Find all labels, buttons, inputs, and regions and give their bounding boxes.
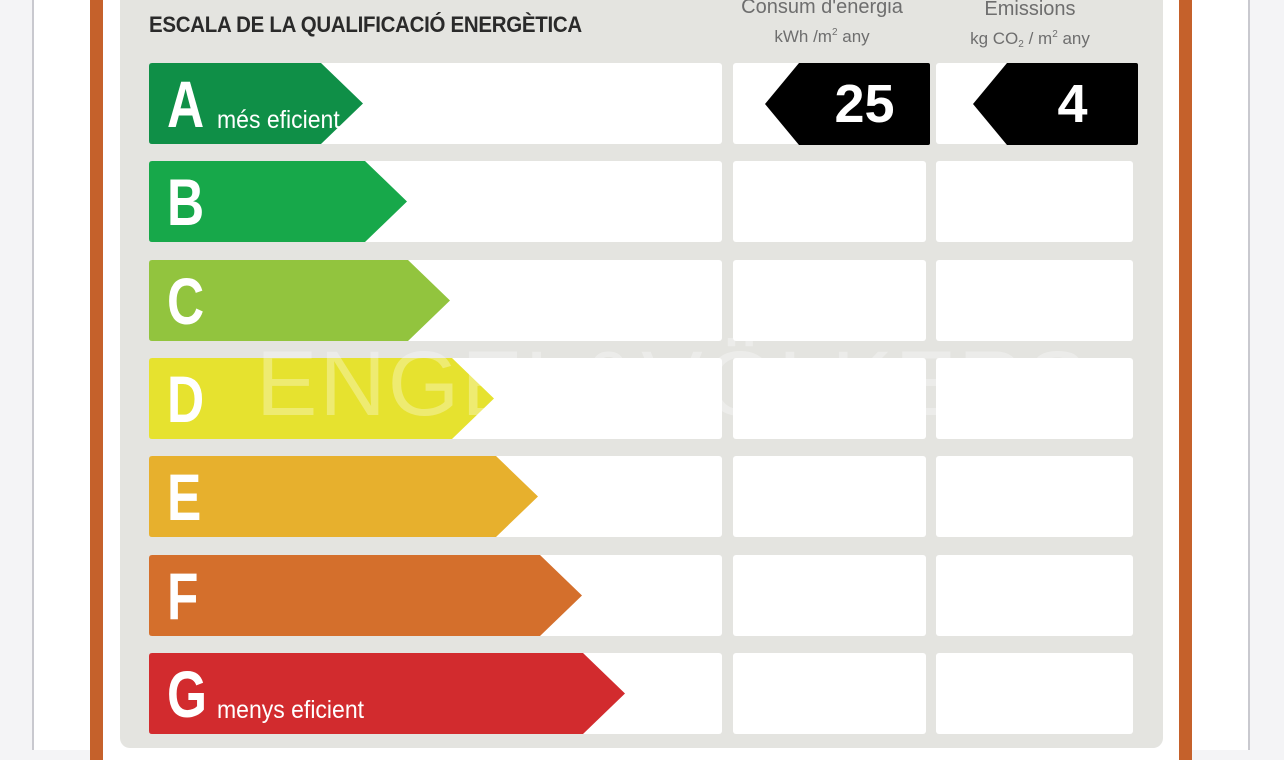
emissions-cell — [936, 358, 1133, 439]
class-arrow-fill — [149, 456, 538, 537]
emissions-cell — [936, 260, 1133, 341]
class-letter: C — [167, 264, 205, 338]
consum-heading: Consum d'energia — [741, 0, 903, 18]
consum-indicator-shape — [765, 63, 930, 145]
consum-unit: kWh /m2 any — [722, 22, 922, 48]
class-arrow-c: C — [149, 260, 450, 341]
class-letter: G — [167, 657, 208, 731]
class-arrow-shape — [149, 456, 538, 537]
class-arrow-fill — [149, 358, 494, 439]
class-arrow-fill — [149, 555, 582, 636]
emissions-unit-subscript: 2 — [1018, 39, 1024, 50]
class-letter: D — [167, 362, 205, 436]
consum-indicator: 25 — [765, 63, 930, 145]
class-arrow-fill — [149, 653, 625, 734]
emissions-heading: Emissions — [984, 0, 1076, 20]
consum-indicator-value: 25 — [834, 74, 895, 134]
class-arrow-shape — [149, 260, 450, 341]
label-title: ESCALA DE LA QUALIFICACIÓ ENERGÈTICA — [149, 12, 582, 37]
consum-unit-period: any — [837, 27, 870, 46]
consum-cell — [733, 653, 926, 734]
consum-unit-base: kWh /m — [774, 27, 832, 46]
class-arrow-shape — [149, 161, 407, 242]
page-edge-right — [1248, 0, 1250, 750]
class-arrow-f: F — [149, 555, 582, 636]
class-caption: menys eficient — [217, 696, 365, 724]
class-caption: més eficient — [217, 106, 340, 134]
emissions-unit: kg CO2 / m2 any — [930, 24, 1130, 56]
consum-column-header: Consum d'energia kWh /m2 any — [722, 0, 922, 48]
consum-unit-exponent: 2 — [831, 27, 838, 38]
class-letter: B — [167, 165, 205, 239]
consum-cell — [733, 260, 926, 341]
page-edge-left — [32, 0, 34, 750]
class-arrow-fill — [149, 161, 407, 242]
emissions-indicator-value: 4 — [1057, 74, 1088, 134]
class-arrow-e: E — [149, 456, 538, 537]
consum-cell — [733, 358, 926, 439]
class-letter: A — [167, 67, 205, 141]
emissions-unit-exponent: 2 — [1052, 29, 1058, 40]
class-arrow-shape — [149, 358, 494, 439]
emissions-unit-period: any — [1057, 29, 1090, 48]
emissions-cell — [936, 161, 1133, 242]
emissions-indicator: 4 — [973, 63, 1138, 145]
class-arrow-fill — [149, 63, 363, 144]
emissions-cell — [936, 456, 1133, 537]
class-arrow-b: B — [149, 161, 407, 242]
class-arrow-shape — [149, 653, 625, 734]
class-letter: E — [167, 460, 202, 534]
class-arrow-fill — [149, 260, 450, 341]
class-arrow-shape — [149, 63, 363, 144]
emissions-unit-area: / m — [1023, 29, 1053, 48]
emissions-cell — [936, 555, 1133, 636]
emissions-unit-base: kg CO — [970, 29, 1019, 48]
class-letter: F — [167, 559, 199, 633]
emissions-column-header: Emissions kg CO2 / m2 any — [930, 0, 1130, 56]
class-arrow-d: D — [149, 358, 494, 439]
emissions-cell — [936, 653, 1133, 734]
consum-cell — [733, 161, 926, 242]
consum-cell — [733, 456, 926, 537]
emissions-indicator-shape — [973, 63, 1138, 145]
class-arrow-shape — [149, 555, 582, 636]
consum-cell — [733, 555, 926, 636]
